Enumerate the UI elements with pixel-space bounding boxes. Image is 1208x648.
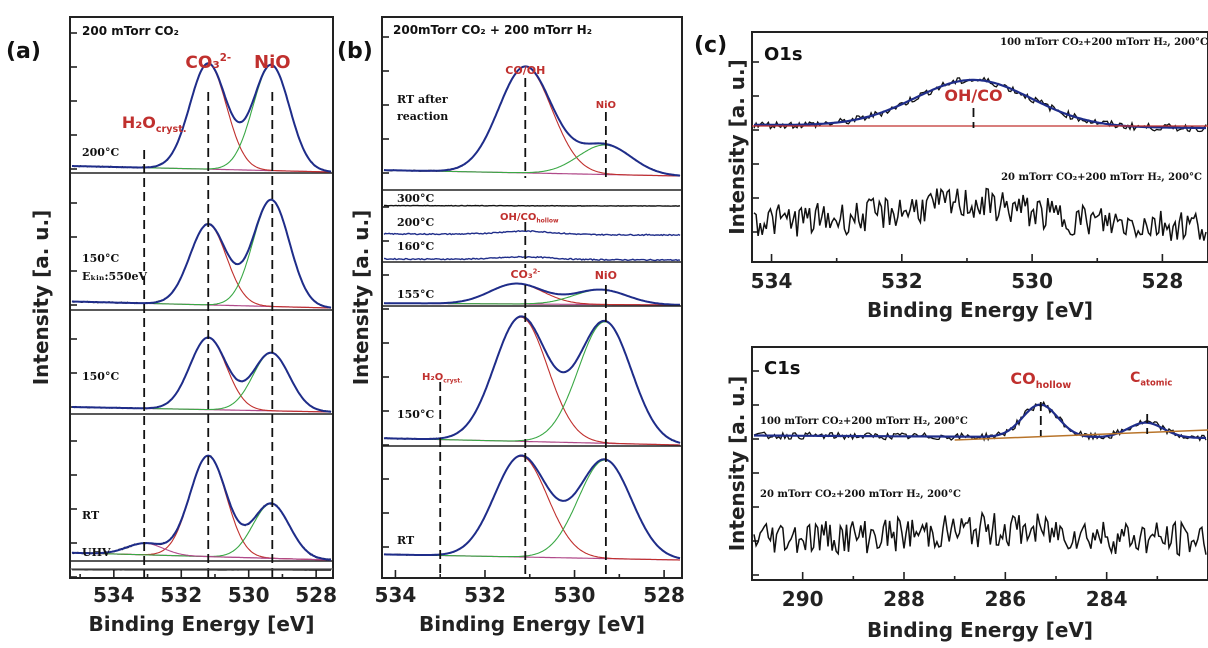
x-tick-label: 528	[1142, 269, 1184, 293]
envelope-line	[384, 65, 681, 177]
y-axis-label: Intensity [a. u.]	[725, 376, 749, 552]
x-axis-label: Binding Energy [eV]	[419, 612, 645, 636]
panel-title-a: 200 mTorr CO₂	[82, 24, 179, 38]
annotation-co3: CO₃2-	[510, 268, 540, 281]
spectrum-line	[383, 204, 681, 207]
trace-label: RT	[397, 534, 415, 547]
annotation-co-oh: CO/OH	[505, 64, 545, 77]
panel-label-c: (c)	[694, 33, 727, 58]
series-label-100mtorr: 100 mTorr CO₂+200 mTorr H₂, 200°C	[760, 416, 968, 427]
series-label-20mtorr: 20 mTorr CO₂+200 mTorr H₂, 200°C	[760, 489, 961, 500]
plot-frame	[381, 16, 683, 579]
series-label-20mtorr: 20 mTorr CO₂+200 mTorr H₂, 200°C	[1001, 172, 1202, 183]
trace-label: RT after	[397, 93, 448, 106]
x-tick-label: 528	[295, 583, 337, 607]
x-tick-label: 530	[554, 583, 596, 607]
x-tick-label: 528	[643, 583, 685, 607]
x-tick-label: 530	[1011, 269, 1053, 293]
x-axis-label: Binding Energy [eV]	[867, 618, 1093, 642]
trace-label: 150°C	[82, 370, 119, 383]
core-level-o1s: O1s	[764, 44, 803, 65]
spectrum-line	[753, 187, 1207, 241]
envelope-line	[72, 62, 332, 173]
annotation-co3: CO₃2-	[185, 53, 231, 73]
spectrum-line	[753, 510, 1207, 557]
plot-frame	[751, 346, 1208, 581]
panel-a: 534 532 530 528 Binding Energy [eV] Intensity…	[6, 16, 337, 636]
annotation-nio-top: NiO	[596, 100, 616, 111]
x-tick-label: 530	[228, 583, 270, 607]
annotation-co-hollow: COhollow	[1010, 369, 1071, 391]
trace-label: 300°C	[397, 192, 434, 205]
annotation-oh-co: OH/CO	[944, 86, 1002, 105]
annotation-h2o: H₂Ocryst.	[122, 113, 187, 135]
series-label-100mtorr: 100 mTorr CO₂+200 mTorr H₂, 200°C	[1000, 37, 1208, 48]
trace-label: RT	[82, 509, 100, 522]
trace-label-2: Eₖᵢₙ:550eV	[82, 270, 148, 283]
fit-component	[72, 455, 331, 561]
envelope-line	[72, 454, 332, 561]
plot-frame	[69, 16, 334, 579]
trace-label: UHV	[82, 546, 111, 559]
envelope-line	[383, 315, 681, 444]
x-tick-label: 534	[375, 583, 417, 607]
annotation-oh-co-hollow: OH/COhollow	[500, 212, 559, 225]
x-tick-label: 284	[1086, 587, 1128, 611]
panel-title-b: 200mTorr CO₂ + 200 mTorr H₂	[393, 23, 592, 37]
panel-c-o1s: 534 532 530 528 Binding Energy [eV] Intensity…	[694, 31, 1208, 322]
x-tick-label: 534	[751, 269, 793, 293]
spectrum-line	[383, 229, 681, 237]
trace-label: 160°C	[397, 240, 434, 253]
envelope-line	[384, 454, 681, 560]
x-tick-label: 532	[160, 583, 202, 607]
trace-label-2: reaction	[397, 110, 448, 123]
core-level-c1s: C1s	[764, 358, 800, 379]
spectrum-line	[383, 255, 681, 262]
envelope-line	[72, 336, 332, 413]
x-tick-label: 534	[93, 583, 135, 607]
panel-label-b: (b)	[337, 39, 373, 64]
spectrum-line	[753, 400, 1207, 442]
annotation-nio: NiO	[254, 52, 291, 73]
spectrum-line	[754, 403, 1207, 440]
x-tick-label: 288	[883, 587, 925, 611]
envelope-line	[383, 282, 680, 306]
fit-component	[72, 223, 331, 309]
annotation-c-atomic: Catomic	[1130, 370, 1172, 388]
x-tick-label: 290	[782, 587, 824, 611]
x-tick-label: 532	[881, 269, 923, 293]
trace-label: 155°C	[397, 288, 434, 301]
panel-b: 534 532 530 528 Binding Energy [eV] Intensity…	[337, 16, 685, 636]
x-axis-label: Binding Energy [eV]	[867, 298, 1093, 322]
y-axis-label: Intensity [a. u.]	[725, 59, 749, 235]
panel-c-c1s: 290 288 286 284 Binding Energy [eV] Intensity…	[725, 346, 1208, 642]
y-axis-label: Intensity [a. u.]	[29, 210, 53, 386]
annotation-h2o: H₂Ocryst.	[422, 372, 462, 385]
trace-label: 200°C	[397, 216, 434, 229]
panel-label-a: (a)	[6, 39, 41, 64]
x-axis-label: Binding Energy [eV]	[89, 612, 315, 636]
trace-label: 150°C	[82, 252, 119, 265]
raw-data-line	[71, 455, 332, 561]
x-tick-label: 286	[984, 587, 1026, 611]
trace-label: 150°C	[397, 408, 434, 421]
annotation-nio: NiO	[595, 269, 617, 282]
x-tick-label: 532	[464, 583, 506, 607]
background-line	[954, 429, 1208, 441]
plot-frame	[751, 31, 1208, 263]
y-axis-label: Intensity [a. u.]	[349, 210, 373, 386]
envelope-line	[72, 198, 332, 309]
trace-label: 200°C	[82, 146, 119, 159]
